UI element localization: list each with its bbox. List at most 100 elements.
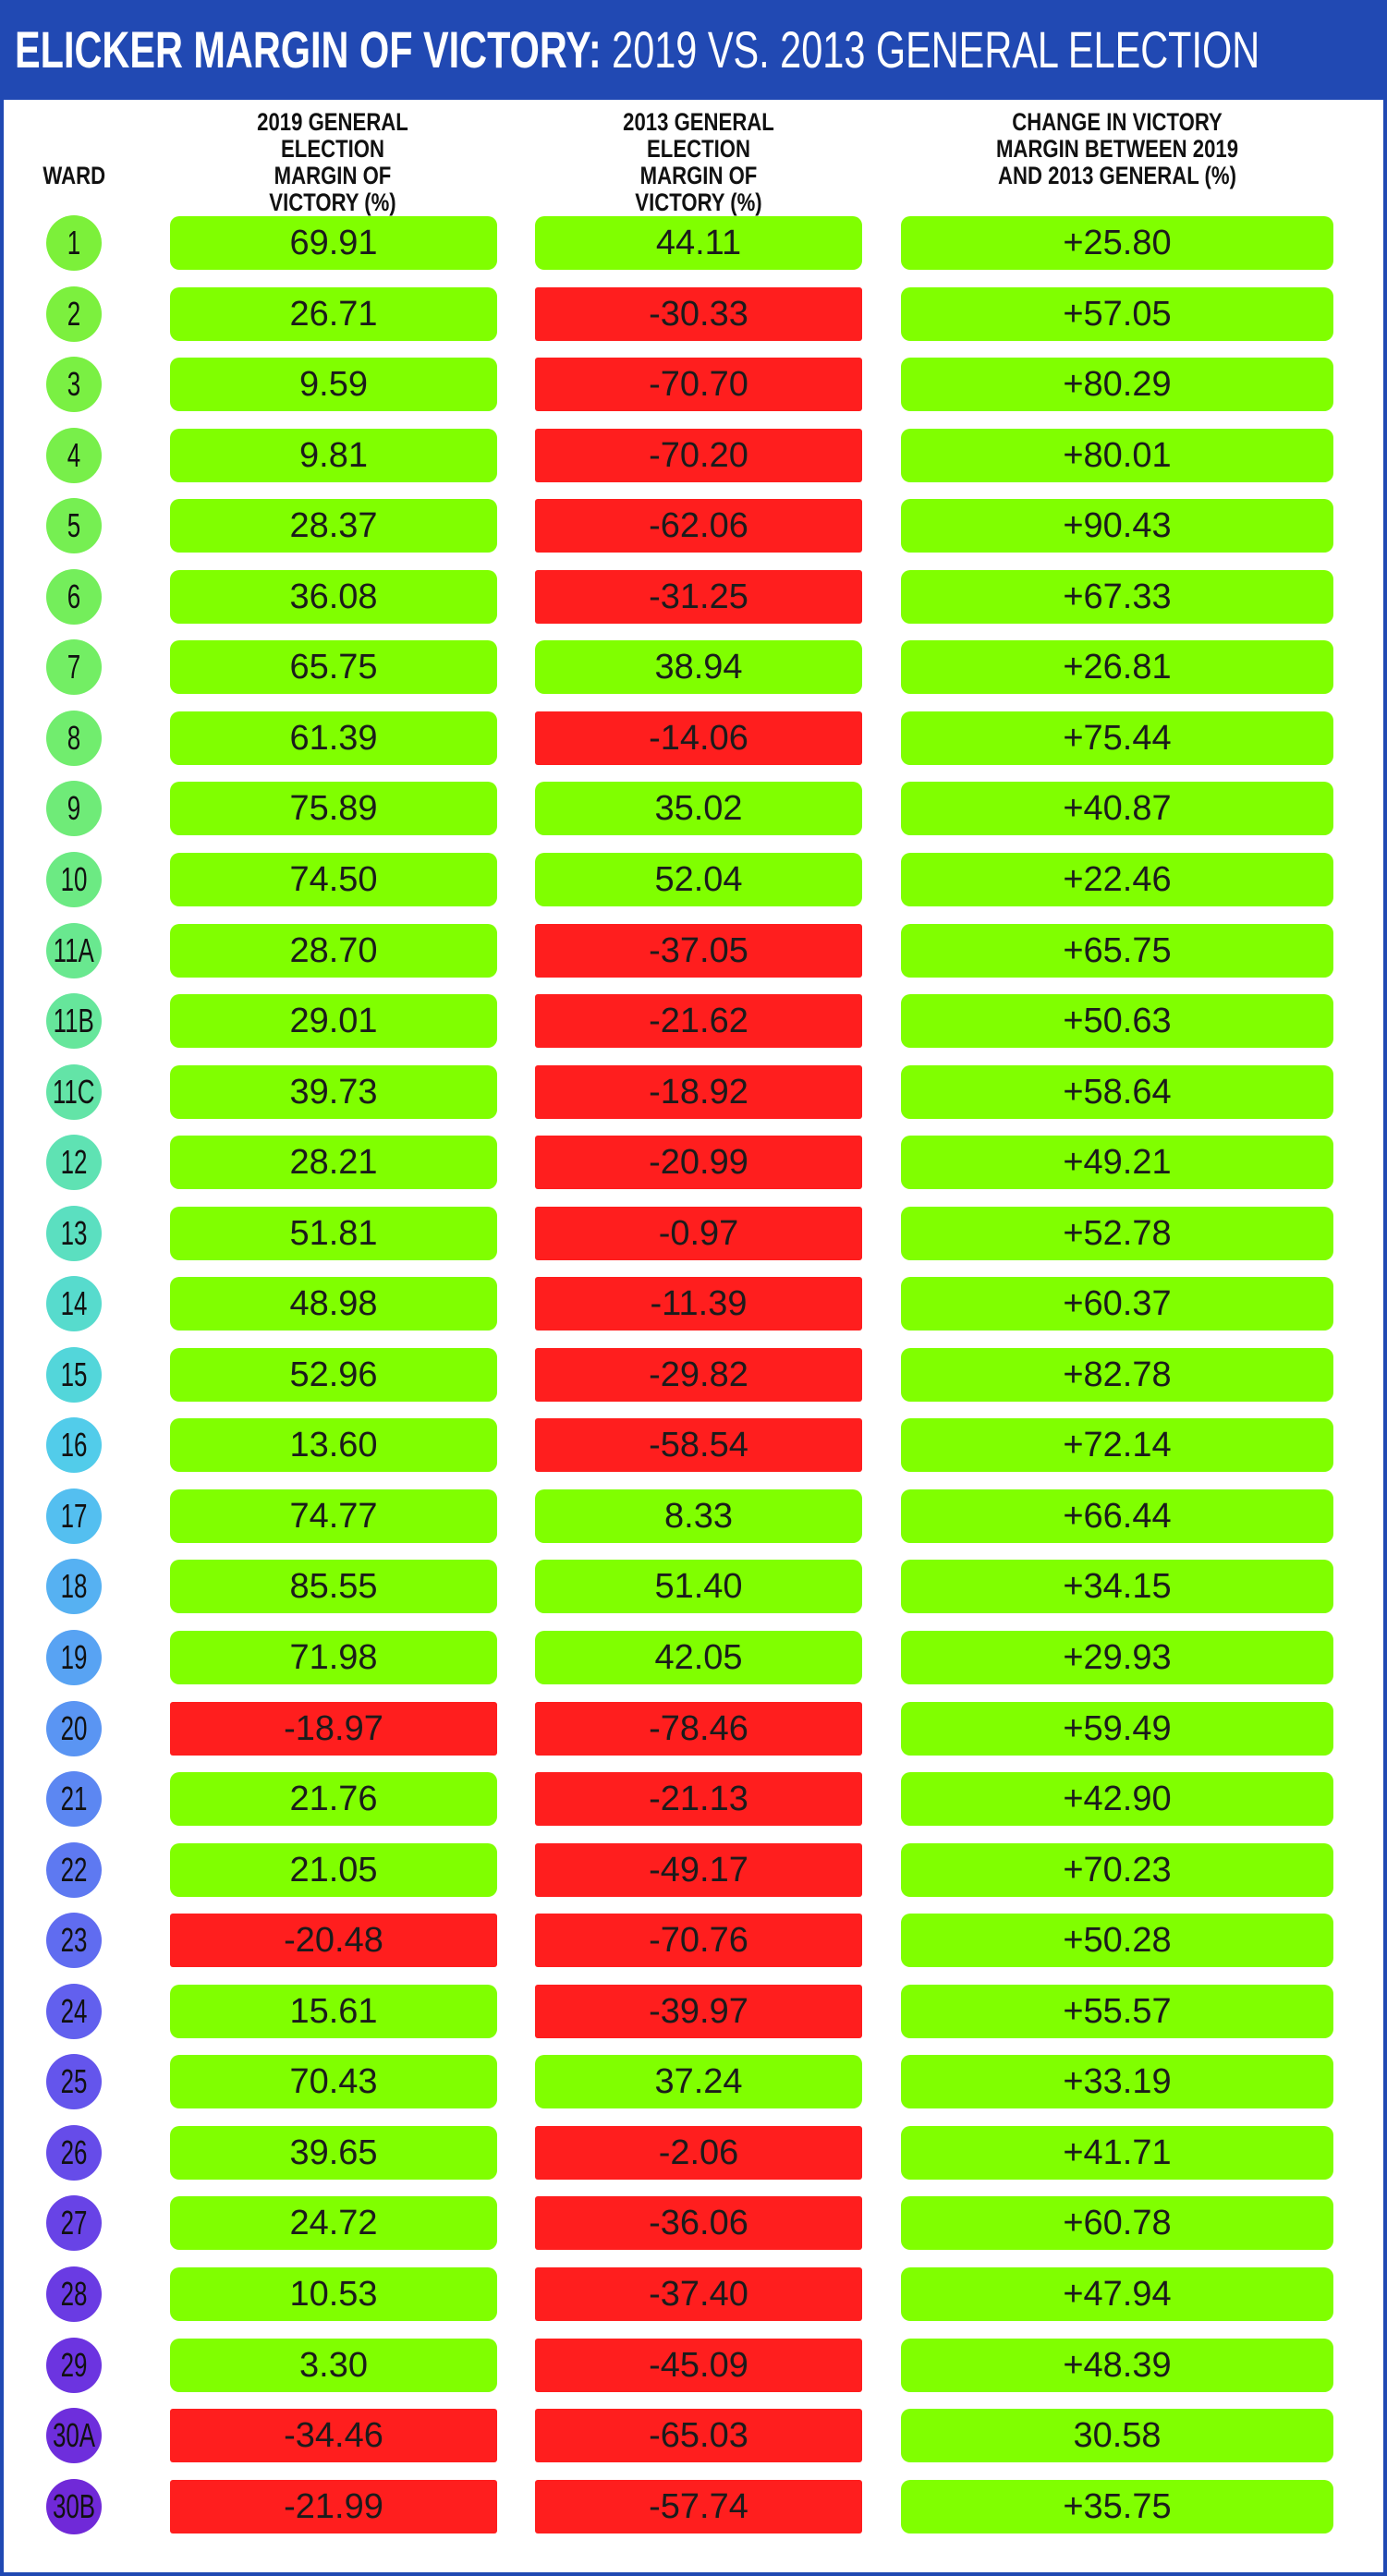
margin-2019-cell: 21.76: [170, 1772, 497, 1826]
margin-2019-cell: 74.77: [170, 1489, 497, 1543]
margin-2019-cell: 28.70: [170, 924, 497, 978]
ward-label: 19: [60, 1638, 88, 1676]
margin-2019-cell: 36.08: [170, 570, 497, 624]
change-cell: +48.39: [901, 2339, 1333, 2392]
table-row: 5 28.37 -62.06 +90.43: [0, 498, 1387, 553]
ward-label: 22: [60, 1851, 88, 1889]
ward-label: 11A: [53, 931, 95, 969]
ward-label: 27: [60, 2204, 88, 2242]
change-cell: +35.75: [901, 2480, 1333, 2533]
change-cell: +75.44: [901, 711, 1333, 765]
table-row: 18 85.55 51.40 +34.15: [0, 1559, 1387, 1614]
ward-badge: 27: [46, 2195, 102, 2251]
margin-2013-cell: -65.03: [535, 2409, 862, 2462]
margin-2019-cell: 75.89: [170, 782, 497, 835]
margin-2013-cell: 8.33: [535, 1489, 862, 1543]
ward-badge: 12: [46, 1135, 102, 1190]
table-row: 19 71.98 42.05 +29.93: [0, 1630, 1387, 1685]
margin-2013-cell: 51.40: [535, 1560, 862, 1613]
ward-badge: 8: [46, 711, 102, 766]
change-cell: +22.46: [901, 853, 1333, 906]
ward-badge: 9: [46, 781, 102, 836]
ward-label: 9: [67, 789, 81, 827]
ward-badge: 28: [46, 2266, 102, 2322]
ward-label: 1: [67, 224, 81, 261]
ward-badge: 7: [46, 639, 102, 695]
margin-2019-cell: -21.99: [170, 2480, 497, 2533]
change-cell: +42.90: [901, 1772, 1333, 1826]
change-cell: +59.49: [901, 1702, 1333, 1756]
ward-label: 24: [60, 1992, 88, 2030]
change-cell: +82.78: [901, 1348, 1333, 1402]
ward-label: 2: [67, 295, 81, 333]
margin-2019-cell: 74.50: [170, 853, 497, 906]
margin-2019-cell: 70.43: [170, 2055, 497, 2108]
margin-2019-cell: 39.65: [170, 2126, 497, 2180]
change-cell: +72.14: [901, 1418, 1333, 1472]
ward-label: 8: [67, 719, 81, 757]
margin-2013-cell: 44.11: [535, 216, 862, 270]
margin-2013-cell: -11.39: [535, 1277, 862, 1331]
table-row: 27 24.72 -36.06 +60.78: [0, 2195, 1387, 2251]
change-cell: +65.75: [901, 924, 1333, 978]
ward-label: 11C: [53, 1073, 95, 1111]
change-cell: +90.43: [901, 499, 1333, 553]
margin-2019-cell: 29.01: [170, 994, 497, 1048]
margin-2013-cell: -30.33: [535, 287, 862, 341]
margin-2013-cell: -21.62: [535, 994, 862, 1048]
table-row: 16 13.60 -58.54 +72.14: [0, 1417, 1387, 1473]
table-row: 8 61.39 -14.06 +75.44: [0, 711, 1387, 766]
margin-2019-cell: -34.46: [170, 2409, 497, 2462]
ward-label: 20: [60, 1709, 88, 1747]
change-cell: +80.29: [901, 358, 1333, 411]
table-row: 13 51.81 -0.97 +52.78: [0, 1206, 1387, 1261]
margin-2013-cell: -18.92: [535, 1065, 862, 1119]
table-row: 28 10.53 -37.40 +47.94: [0, 2266, 1387, 2322]
change-cell: +67.33: [901, 570, 1333, 624]
ward-badge: 24: [46, 1984, 102, 2039]
table-row: 17 74.77 8.33 +66.44: [0, 1488, 1387, 1544]
ward-label: 30A: [52, 2416, 96, 2454]
ward-label: 28: [60, 2275, 88, 2313]
ward-badge: 26: [46, 2125, 102, 2181]
margin-2013-cell: 38.94: [535, 640, 862, 694]
table-row: 9 75.89 35.02 +40.87: [0, 781, 1387, 836]
ward-badge: 4: [46, 428, 102, 483]
table-row: 20 -18.97 -78.46 +59.49: [0, 1701, 1387, 1756]
change-cell: +66.44: [901, 1489, 1333, 1543]
change-cell: +41.71: [901, 2126, 1333, 2180]
table-row: 25 70.43 37.24 +33.19: [0, 2054, 1387, 2109]
table-row: 1 69.91 44.11 +25.80: [0, 215, 1387, 271]
table-row: 12 28.21 -20.99 +49.21: [0, 1135, 1387, 1190]
ward-badge: 30B: [46, 2479, 102, 2534]
table-row: 2 26.71 -30.33 +57.05: [0, 286, 1387, 342]
margin-2013-cell: -2.06: [535, 2126, 862, 2180]
table-row: 7 65.75 38.94 +26.81: [0, 639, 1387, 695]
change-cell: +55.57: [901, 1985, 1333, 2038]
ward-label: 30B: [52, 2487, 96, 2525]
change-cell: +80.01: [901, 429, 1333, 482]
ward-badge: 15: [46, 1347, 102, 1403]
change-cell: +70.23: [901, 1843, 1333, 1897]
ward-badge: 20: [46, 1701, 102, 1756]
table-row: 29 3.30 -45.09 +48.39: [0, 2338, 1387, 2393]
ward-badge: 1: [46, 215, 102, 271]
margin-2013-cell: -39.97: [535, 1985, 862, 2038]
ward-badge: 11A: [46, 923, 102, 978]
margin-2019-cell: 65.75: [170, 640, 497, 694]
margin-2013-cell: -37.40: [535, 2267, 862, 2321]
margin-2013-cell: -49.17: [535, 1843, 862, 1897]
ward-badge: 5: [46, 498, 102, 553]
column-header-2019: 2019 GENERAL ELECTION MARGIN OF VICTORY …: [257, 108, 408, 216]
change-cell: +60.37: [901, 1277, 1333, 1331]
ward-label: 15: [60, 1355, 88, 1393]
ward-badge: 30A: [46, 2408, 102, 2463]
ward-label: 16: [60, 1426, 88, 1464]
margin-2013-cell: -78.46: [535, 1702, 862, 1756]
column-header-ward: WARD: [43, 162, 105, 189]
table-row: 11B 29.01 -21.62 +50.63: [0, 993, 1387, 1049]
ward-label: 14: [60, 1284, 88, 1322]
table-row: 23 -20.48 -70.76 +50.28: [0, 1913, 1387, 1968]
table-row: 21 21.76 -21.13 +42.90: [0, 1771, 1387, 1827]
margin-2013-cell: -21.13: [535, 1772, 862, 1826]
